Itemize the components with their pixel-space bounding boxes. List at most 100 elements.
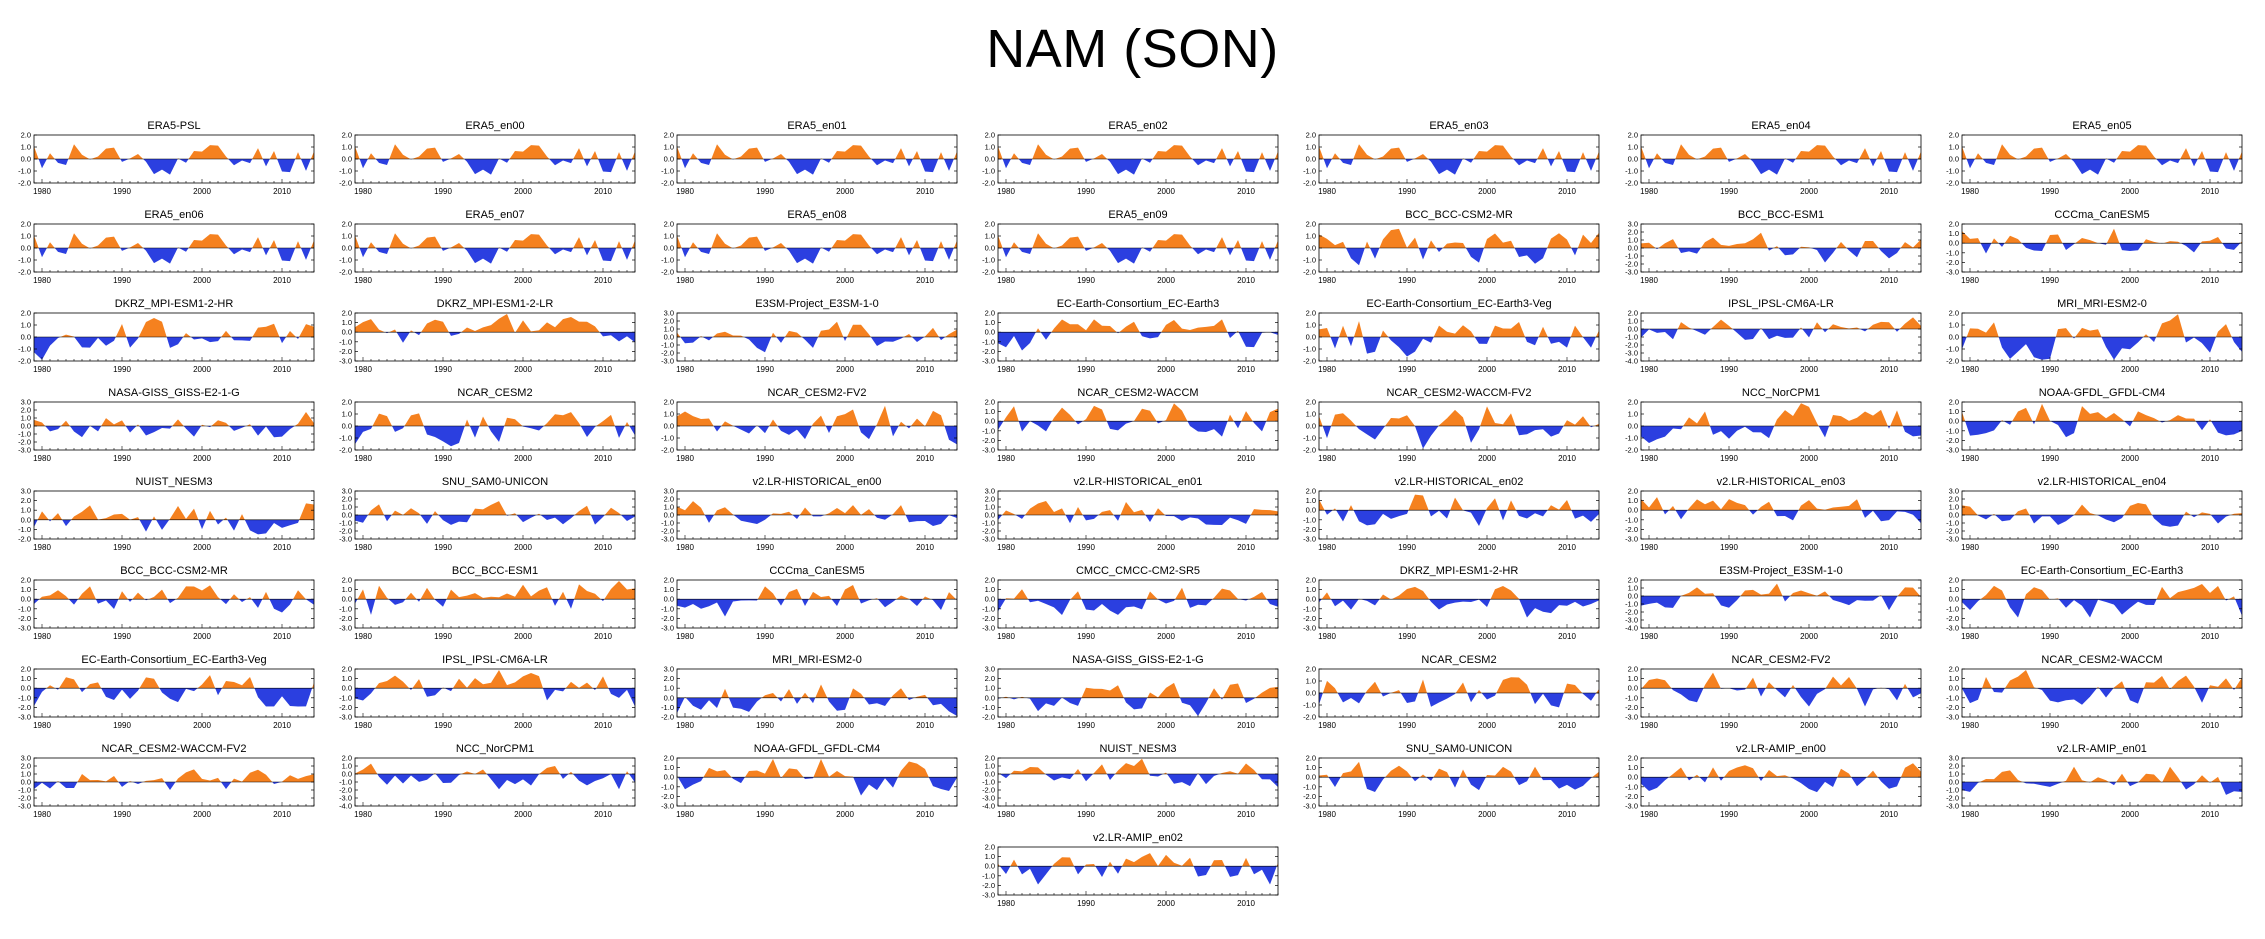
y-tick-label: -1.0 xyxy=(1303,256,1316,265)
anomaly-area xyxy=(1653,153,1657,159)
anomaly-area xyxy=(1002,510,1006,515)
anomaly-area xyxy=(1455,325,1463,337)
anomaly-area xyxy=(515,150,523,159)
anomaly-area xyxy=(717,233,725,248)
anomaly-area xyxy=(741,697,749,712)
anomaly-area xyxy=(757,147,764,159)
anomaly-area xyxy=(1327,159,1332,169)
panel-title: v2.LR-HISTORICAL_en03 xyxy=(1717,476,1846,488)
anomaly-area xyxy=(467,419,470,426)
anomaly-area xyxy=(1551,233,1559,248)
anomaly-area xyxy=(90,586,96,600)
y-tick-label: 1.0 xyxy=(1306,496,1316,505)
anomaly-area xyxy=(1082,419,1086,422)
anomaly-area xyxy=(1359,144,1367,159)
y-tick-label: 1.0 xyxy=(1628,496,1638,505)
y-tick-label: 0.0 xyxy=(21,244,31,253)
anomaly-area xyxy=(1331,153,1335,159)
anomaly-area xyxy=(1681,510,1688,520)
anomaly-area xyxy=(294,423,298,426)
anomaly-area xyxy=(2066,243,2074,250)
y-tick-label: -4.0 xyxy=(1625,357,1638,366)
anomaly-area xyxy=(1343,510,1349,522)
anomaly-area xyxy=(1970,506,1978,515)
anomaly-area xyxy=(154,589,162,600)
anomaly-area xyxy=(467,327,475,333)
anomaly-area xyxy=(2018,337,2026,352)
anomaly-area xyxy=(2210,515,2218,524)
anomaly-area xyxy=(300,159,306,171)
anomaly-area xyxy=(1966,328,1970,337)
anomaly-area xyxy=(761,695,765,698)
anomaly-area xyxy=(1447,331,1455,337)
anomaly-area xyxy=(1657,329,1665,333)
anomaly-area xyxy=(717,331,725,337)
anomaly-area xyxy=(808,591,813,600)
anomaly-area xyxy=(531,673,539,689)
anomaly-area xyxy=(39,596,42,600)
y-tick-label: -1.0 xyxy=(18,693,31,702)
x-tick-label: 1980 xyxy=(33,454,51,463)
y-tick-label: 0.0 xyxy=(1306,422,1316,431)
anomaly-area xyxy=(1817,508,1825,511)
anomaly-area xyxy=(713,426,717,432)
anomaly-area xyxy=(282,159,290,173)
x-tick-label: 1990 xyxy=(1398,187,1416,196)
anomaly-area xyxy=(701,599,709,609)
panel-title: CCCma_CanESM5 xyxy=(769,565,864,577)
anomaly-area xyxy=(583,248,587,256)
anomaly-area xyxy=(2202,240,2210,244)
x-tick-label: 1980 xyxy=(354,187,372,196)
anomaly-area xyxy=(1391,595,1399,600)
plot-frame xyxy=(1961,401,2243,451)
anomaly-area xyxy=(202,519,207,530)
anomaly-area xyxy=(1447,599,1455,605)
panel-title: E3SM-Project_E3SM-1-0 xyxy=(755,298,879,310)
anomaly-area xyxy=(1383,594,1391,600)
anomaly-area xyxy=(500,248,507,252)
anomaly-area xyxy=(371,242,376,248)
y-tick-label: 1.0 xyxy=(21,585,31,594)
x-tick-label: 1980 xyxy=(1961,187,1979,196)
anomaly-area xyxy=(1641,329,1649,338)
anomaly-area xyxy=(840,589,845,600)
anomaly-area xyxy=(34,235,39,248)
y-tick-label: 2.0 xyxy=(664,576,674,585)
anomaly-area xyxy=(1150,515,1155,522)
anomaly-area xyxy=(2231,337,2234,343)
anomaly-area xyxy=(1577,234,1583,248)
anomaly-area xyxy=(1761,426,1769,439)
anomaly-area xyxy=(2184,337,2186,343)
y-tick-label: 2.0 xyxy=(1628,228,1638,237)
anomaly-area xyxy=(2186,148,2191,159)
y-tick-label: 2.0 xyxy=(664,674,674,683)
y-tick-label: 1.0 xyxy=(664,410,674,419)
anomaly-area xyxy=(148,596,154,600)
anomaly-area xyxy=(2228,596,2234,600)
anomaly-area xyxy=(58,590,66,600)
x-tick-label: 2000 xyxy=(836,276,854,285)
anomaly-area xyxy=(427,515,433,524)
anomaly-area xyxy=(74,144,82,159)
anomaly-area xyxy=(1030,332,1036,344)
anomaly-area xyxy=(1495,233,1503,248)
panel-title: DKRZ_MPI-ESM1-2-LR xyxy=(437,298,554,310)
anomaly-area xyxy=(536,513,539,515)
anomaly-area xyxy=(1353,144,1359,159)
anomaly-area xyxy=(229,594,234,600)
y-tick-label: -2.0 xyxy=(18,614,31,623)
anomaly-area xyxy=(239,599,242,603)
anomaly-area xyxy=(1495,498,1500,511)
anomaly-area xyxy=(845,234,853,248)
x-tick-label: 2000 xyxy=(514,187,532,196)
y-tick-label: -1.0 xyxy=(339,604,352,613)
x-tick-label: 1990 xyxy=(113,187,131,196)
anomaly-area xyxy=(1399,337,1407,357)
anomaly-area xyxy=(2218,159,2224,173)
anomaly-area xyxy=(1046,332,1052,340)
anomaly-area xyxy=(2026,148,2034,159)
anomaly-area xyxy=(1474,337,1479,344)
y-tick-label: -2.0 xyxy=(1625,179,1638,188)
y-tick-label: -1.0 xyxy=(1946,345,1959,354)
